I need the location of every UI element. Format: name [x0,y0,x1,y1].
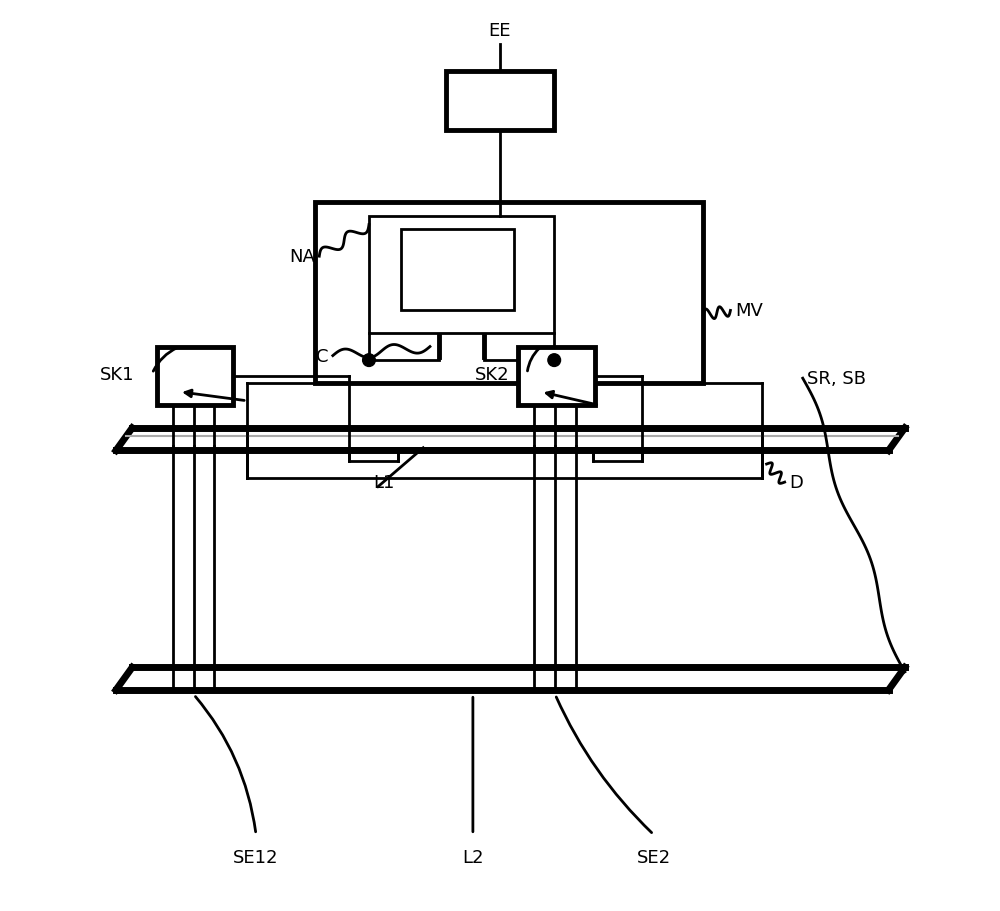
Bar [315,203,703,384]
Text: D: D [789,474,803,492]
Bar [157,347,233,406]
Bar [369,216,554,333]
Text: SE12: SE12 [233,848,279,866]
Circle shape [363,354,375,367]
Text: L1: L1 [373,474,395,492]
Text: SK1: SK1 [100,365,134,384]
Text: SK2: SK2 [474,365,509,384]
Text: SR, SB: SR, SB [807,370,866,388]
Text: L2: L2 [462,848,484,866]
Text: MV: MV [735,302,763,320]
Circle shape [548,354,561,367]
Bar [518,347,595,406]
Text: SE2: SE2 [637,848,671,866]
Text: EE: EE [489,22,511,40]
Bar [446,72,554,130]
Bar [401,230,514,311]
Text: NA: NA [289,248,315,266]
Text: C: C [316,347,328,365]
